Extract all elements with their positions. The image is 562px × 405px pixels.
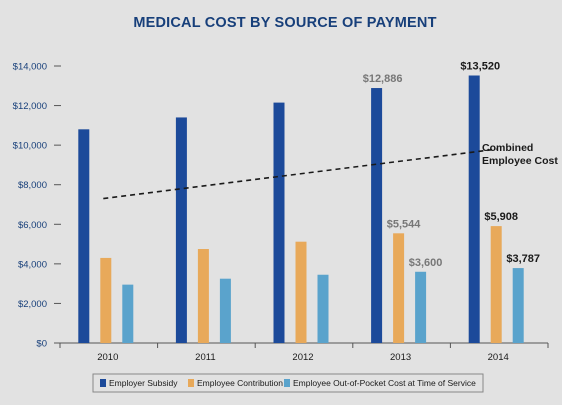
combined-employee-cost-trend-line [103, 148, 497, 200]
bar-employer-subsidy [78, 129, 90, 343]
x-tick-label: 2010 [97, 352, 118, 363]
x-tick-label: 2012 [292, 352, 313, 363]
trend-annotation: Employee Cost [482, 155, 558, 167]
data-label: $5,544 [387, 218, 422, 230]
y-tick-label: $12,000 [13, 101, 47, 112]
y-tick-label: $4,000 [18, 259, 47, 270]
bar-employee-contribution [295, 241, 307, 343]
data-label: $5,908 [484, 211, 518, 223]
y-tick-label: $0 [36, 339, 47, 350]
chart-title: MEDICAL COST BY SOURCE OF PAYMENT [133, 15, 436, 31]
y-tick-label: $2,000 [18, 299, 47, 310]
legend: Employer Subsidy Employee Contribution Emp… [92, 373, 484, 393]
legend-swatch [284, 379, 290, 387]
legend-swatch [188, 379, 194, 387]
bar-employer-subsidy [175, 117, 187, 343]
legend-box [92, 373, 484, 393]
y-tick-label: $8,000 [18, 180, 47, 191]
bar-out-of-pocket [122, 284, 134, 343]
bar-employer-subsidy [468, 75, 480, 344]
data-label: $3,600 [409, 257, 443, 269]
bar-employer-subsidy [273, 102, 285, 343]
x-tick-label: 2013 [390, 352, 411, 363]
bars [78, 75, 524, 344]
bar-employer-subsidy [371, 88, 383, 343]
trend-annotation: Combined [482, 142, 533, 154]
data-label: $12,886 [363, 73, 403, 85]
data-label: $13,520 [460, 60, 500, 72]
x-tick-label: 2011 [195, 352, 215, 363]
bar-out-of-pocket [219, 278, 231, 343]
data-label: $3,787 [506, 253, 540, 265]
legend-label: Employer Subsidy [109, 378, 178, 388]
y-tick-label: $14,000 [13, 62, 47, 73]
legend-label: Employee Out-of-Pocket Cost at Time of S… [293, 378, 476, 388]
bar-out-of-pocket [317, 274, 329, 343]
y-tick-label: $6,000 [18, 220, 47, 231]
legend-swatch [100, 379, 106, 387]
bar-employee-contribution [393, 233, 405, 343]
bar-out-of-pocket [415, 271, 427, 343]
bar-employee-contribution [490, 226, 502, 343]
legend-label: Employee Contribution [197, 378, 283, 388]
bar-out-of-pocket [512, 268, 524, 343]
y-tick-label: $10,000 [13, 141, 47, 152]
bar-employee-contribution [100, 257, 112, 343]
data-labels: $12,886 $13,520 $5,544 $5,908 $3,600 $3,787 [363, 60, 540, 268]
x-tick-label: 2014 [488, 352, 509, 363]
bar-employee-contribution [197, 249, 209, 343]
